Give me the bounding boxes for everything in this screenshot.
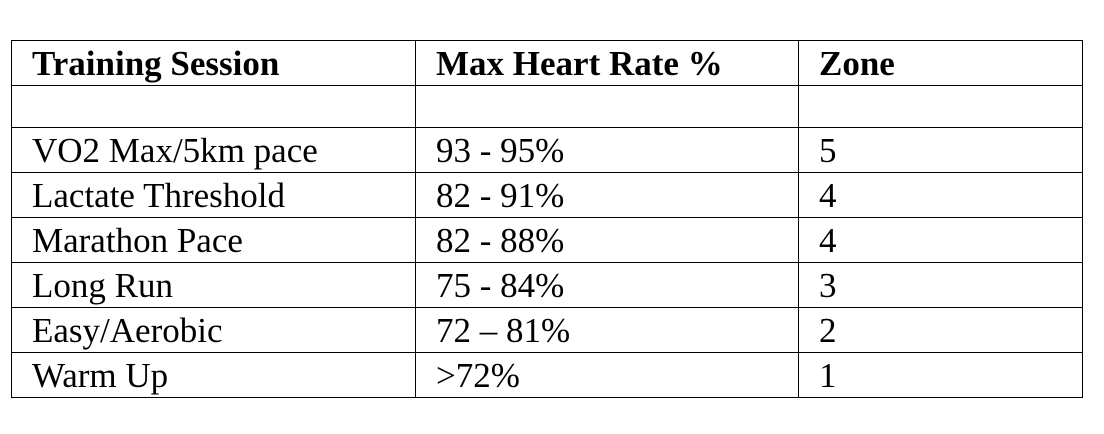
heart-rate-cell: 82 - 91% — [415, 172, 799, 218]
session-cell: Warm Up — [11, 352, 416, 398]
table-row: Easy/Aerobic 72 – 81% 2 — [11, 307, 1083, 353]
table-header-row: Training Session Max Heart Rate % Zone — [11, 40, 1083, 86]
heart-rate-cell: 82 - 88% — [415, 217, 799, 263]
empty-row — [11, 85, 1083, 128]
table-row: Warm Up >72% 1 — [11, 352, 1083, 398]
zone-cell: 5 — [798, 127, 1083, 173]
zone-cell: 3 — [798, 262, 1083, 308]
table-row: Lactate Threshold 82 - 91% 4 — [11, 172, 1083, 218]
zone-cell: 2 — [798, 307, 1083, 353]
table-row: VO2 Max/5km pace 93 - 95% 5 — [11, 127, 1083, 173]
table-row: Marathon Pace 82 - 88% 4 — [11, 217, 1083, 263]
heart-rate-cell: >72% — [415, 352, 799, 398]
empty-cell — [415, 85, 799, 128]
header-training-session: Training Session — [11, 40, 416, 86]
session-cell: Easy/Aerobic — [11, 307, 416, 353]
header-max-heart-rate: Max Heart Rate % — [415, 40, 799, 86]
header-zone: Zone — [798, 40, 1083, 86]
heart-rate-cell: 75 - 84% — [415, 262, 799, 308]
heart-rate-cell: 93 - 95% — [415, 127, 799, 173]
session-cell: Marathon Pace — [11, 217, 416, 263]
heart-rate-cell: 72 – 81% — [415, 307, 799, 353]
session-cell: Long Run — [11, 262, 416, 308]
session-cell: VO2 Max/5km pace — [11, 127, 416, 173]
session-cell: Lactate Threshold — [11, 172, 416, 218]
table-row: Long Run 75 - 84% 3 — [11, 262, 1083, 308]
empty-cell — [798, 85, 1083, 128]
zone-cell: 4 — [798, 172, 1083, 218]
zone-cell: 1 — [798, 352, 1083, 398]
heart-rate-zones-table: Training Session Max Heart Rate % Zone V… — [11, 40, 1083, 398]
empty-cell — [11, 85, 416, 128]
zone-cell: 4 — [798, 217, 1083, 263]
